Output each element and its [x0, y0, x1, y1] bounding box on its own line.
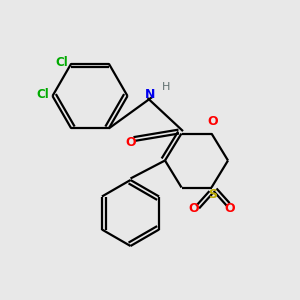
Text: O: O: [188, 202, 199, 215]
Text: S: S: [208, 188, 217, 201]
Text: O: O: [208, 115, 218, 128]
Text: Cl: Cl: [55, 56, 68, 68]
Text: O: O: [224, 202, 235, 215]
Text: N: N: [145, 88, 155, 101]
Text: O: O: [125, 136, 136, 149]
Text: H: H: [162, 82, 171, 92]
Text: Cl: Cl: [36, 88, 49, 101]
